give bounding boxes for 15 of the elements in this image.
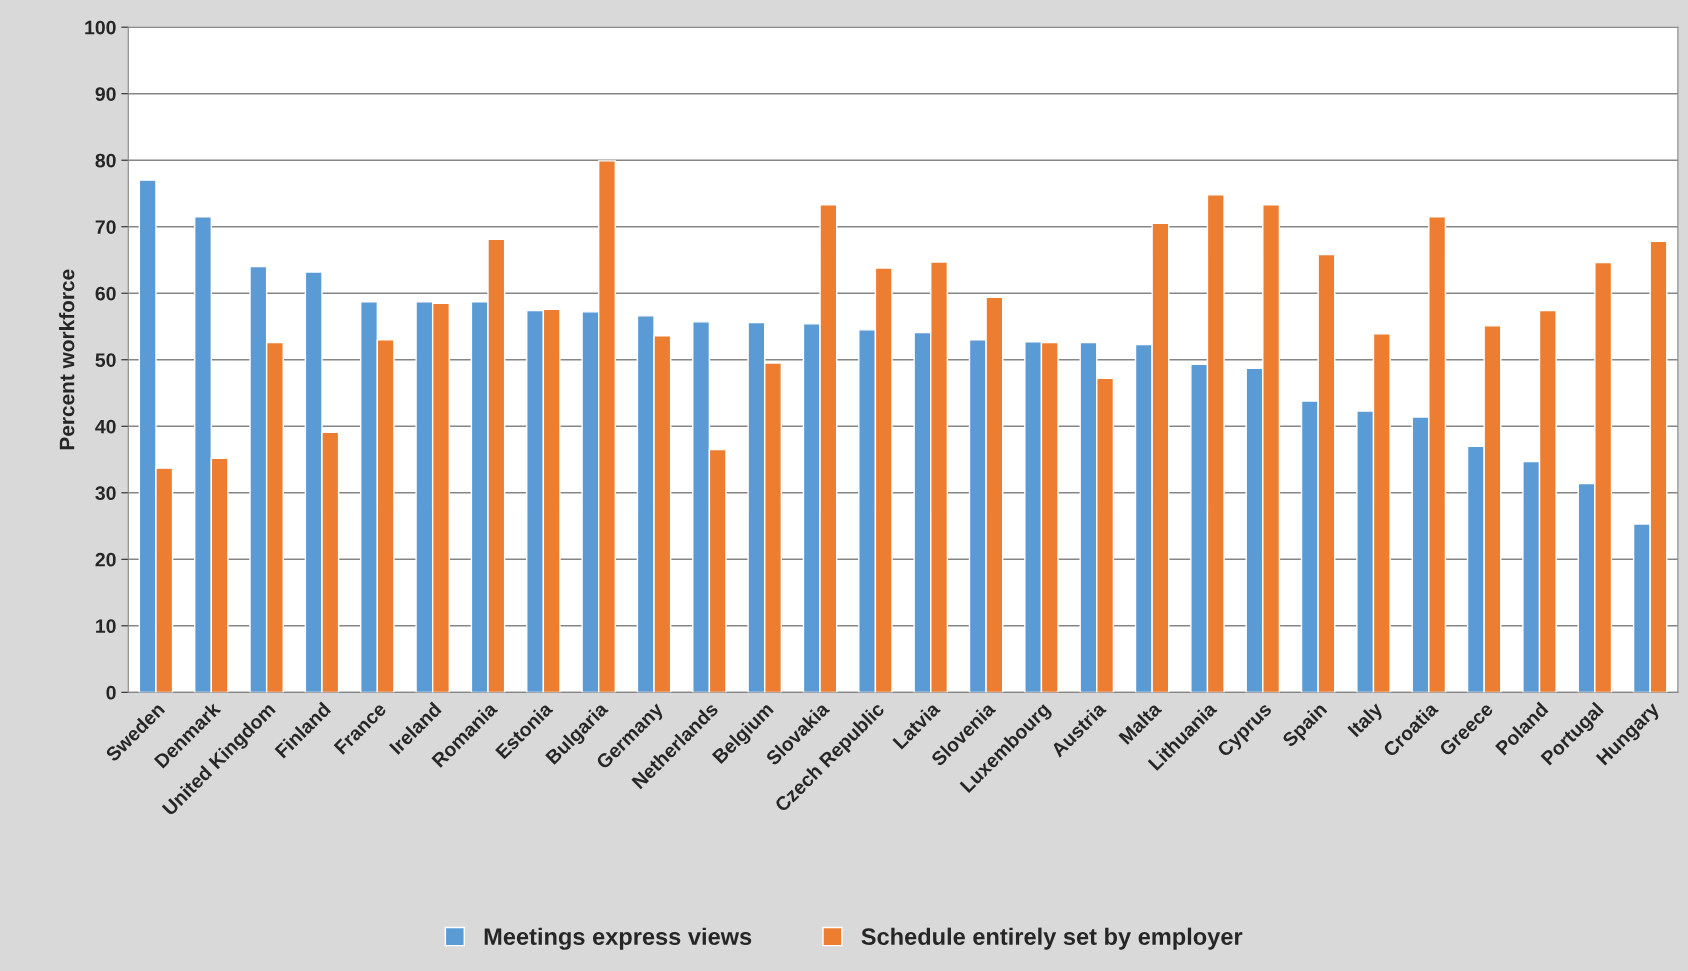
y-tick-label: 0 xyxy=(106,685,116,700)
y-tick-label: 90 xyxy=(95,87,116,101)
x-tick-label: Italy xyxy=(1346,700,1387,741)
y-tick-label: 70 xyxy=(95,220,116,234)
y-tick-label: 100 xyxy=(85,20,116,35)
y-tick-label: 50 xyxy=(95,353,116,367)
y-tick-label: 80 xyxy=(95,153,116,168)
y-tick-label: 10 xyxy=(96,619,116,634)
y-tick-label: 40 xyxy=(95,419,116,434)
legend-label: Meetings express views xyxy=(484,927,752,950)
y-tick-label: 30 xyxy=(95,486,116,501)
y-tick-label: 20 xyxy=(95,552,116,567)
y-tick-label: 60 xyxy=(95,286,116,301)
y-axis-title: Percent workforce xyxy=(59,269,75,450)
legend-label: Schedule entirely set by employer xyxy=(861,927,1243,950)
